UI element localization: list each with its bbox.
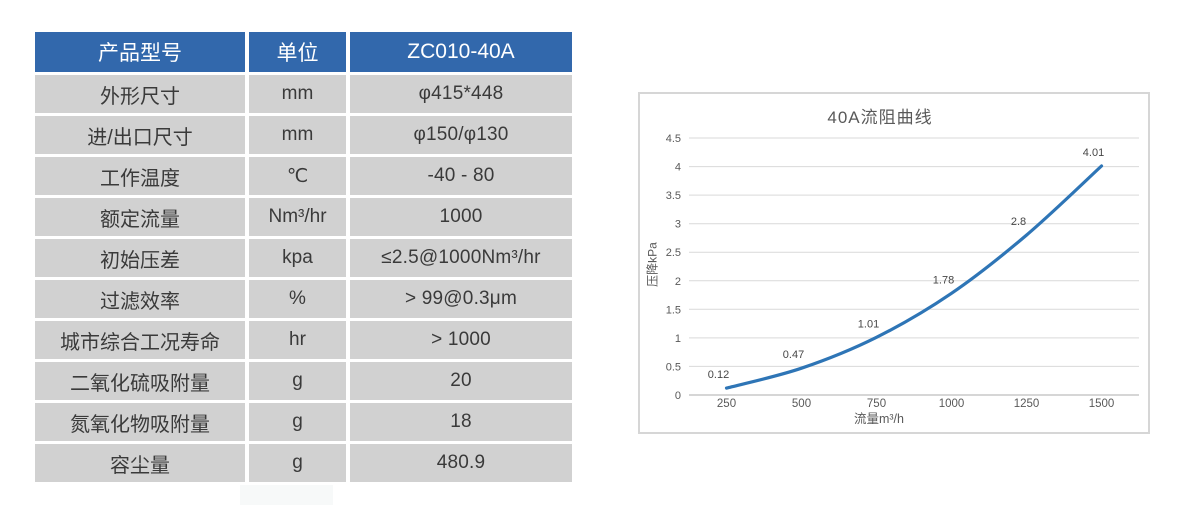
svg-text:3.5: 3.5 — [666, 190, 681, 202]
flow-resistance-chart: 0 0.5 1 1.5 2 2.5 3 3.5 4 4.5 250 500 750 1000 1250 150… — [638, 92, 1150, 434]
row-value: φ150/φ130 — [350, 116, 572, 154]
row-value: 1000 — [350, 198, 572, 236]
row-unit: Nm³/hr — [249, 198, 346, 236]
row-value: 20 — [350, 362, 572, 400]
row-label: 初始压差 — [35, 239, 245, 277]
row-value: φ415*448 — [350, 75, 572, 113]
svg-text:1250: 1250 — [1014, 398, 1040, 410]
row-label: 进/出口尺寸 — [35, 116, 245, 154]
svg-text:500: 500 — [792, 398, 811, 410]
svg-text:4: 4 — [675, 162, 681, 174]
row-unit: g — [249, 362, 346, 400]
svg-text:0: 0 — [675, 390, 681, 402]
row-unit: hr — [249, 321, 346, 359]
svg-text:1: 1 — [675, 333, 681, 345]
chart-y-axis-label: 压降kPa — [645, 242, 660, 287]
svg-text:3: 3 — [675, 219, 681, 231]
row-label: 容尘量 — [35, 444, 245, 482]
svg-text:4.5: 4.5 — [666, 133, 681, 145]
row-value: 18 — [350, 403, 572, 441]
row-unit: mm — [249, 116, 346, 154]
row-value: > 99@0.3μm — [350, 280, 572, 318]
chart-x-axis-label: 流量m³/h — [853, 412, 904, 426]
row-unit: mm — [249, 75, 346, 113]
spec-table: 产品型号 单位 ZC010-40A 外形尺寸 mm φ415*448 进/出口尺… — [31, 29, 576, 485]
row-value: > 1000 — [350, 321, 572, 359]
svg-text:1.5: 1.5 — [666, 304, 681, 316]
svg-text:0.47: 0.47 — [783, 349, 804, 361]
col-header-unit: 单位 — [249, 32, 346, 72]
row-value: -40 - 80 — [350, 157, 572, 195]
svg-text:1.78: 1.78 — [933, 274, 954, 286]
row-value: ≤2.5@1000Nm³/hr — [350, 239, 572, 277]
svg-text:0.12: 0.12 — [708, 369, 729, 381]
svg-text:2.8: 2.8 — [1011, 216, 1026, 228]
row-label: 过滤效率 — [35, 280, 245, 318]
row-label: 氮氧化物吸附量 — [35, 403, 245, 441]
table-row: 氮氧化物吸附量 g 18 — [35, 403, 572, 441]
svg-text:250: 250 — [717, 398, 736, 410]
svg-text:1500: 1500 — [1089, 398, 1115, 410]
table-row: 工作温度 ℃ -40 - 80 — [35, 157, 572, 195]
svg-text:4.01: 4.01 — [1083, 147, 1104, 159]
table-row: 外形尺寸 mm φ415*448 — [35, 75, 572, 113]
row-unit: % — [249, 280, 346, 318]
table-row: 二氧化硫吸附量 g 20 — [35, 362, 572, 400]
table-row: 初始压差 kpa ≤2.5@1000Nm³/hr — [35, 239, 572, 277]
svg-text:750: 750 — [867, 398, 886, 410]
row-unit: g — [249, 444, 346, 482]
table-header-row: 产品型号 单位 ZC010-40A — [35, 32, 572, 72]
svg-text:0.5: 0.5 — [666, 361, 681, 373]
col-header-model-value: ZC010-40A — [350, 32, 572, 72]
row-label: 额定流量 — [35, 198, 245, 236]
row-label: 工作温度 — [35, 157, 245, 195]
table-row: 过滤效率 % > 99@0.3μm — [35, 280, 572, 318]
table-row: 进/出口尺寸 mm φ150/φ130 — [35, 116, 572, 154]
svg-text:2.5: 2.5 — [666, 247, 681, 259]
svg-text:2: 2 — [675, 276, 681, 288]
row-unit: kpa — [249, 239, 346, 277]
row-label: 城市综合工况寿命 — [35, 321, 245, 359]
table-row: 额定流量 Nm³/hr 1000 — [35, 198, 572, 236]
row-label: 外形尺寸 — [35, 75, 245, 113]
svg-text:1000: 1000 — [939, 398, 965, 410]
row-value: 480.9 — [350, 444, 572, 482]
svg-text:1.01: 1.01 — [858, 318, 879, 330]
table-row: 容尘量 g 480.9 — [35, 444, 572, 482]
row-unit: g — [249, 403, 346, 441]
table-row: 城市综合工况寿命 hr > 1000 — [35, 321, 572, 359]
row-unit: ℃ — [249, 157, 346, 195]
row-label: 二氧化硫吸附量 — [35, 362, 245, 400]
col-header-product-model: 产品型号 — [35, 32, 245, 72]
chart-canvas: 0 0.5 1 1.5 2 2.5 3 3.5 4 4.5 250 500 750 1000 1250 150… — [666, 133, 1139, 410]
cropped-next-row-fragment — [240, 485, 333, 505]
chart-title: 40A流阻曲线 — [827, 108, 933, 127]
